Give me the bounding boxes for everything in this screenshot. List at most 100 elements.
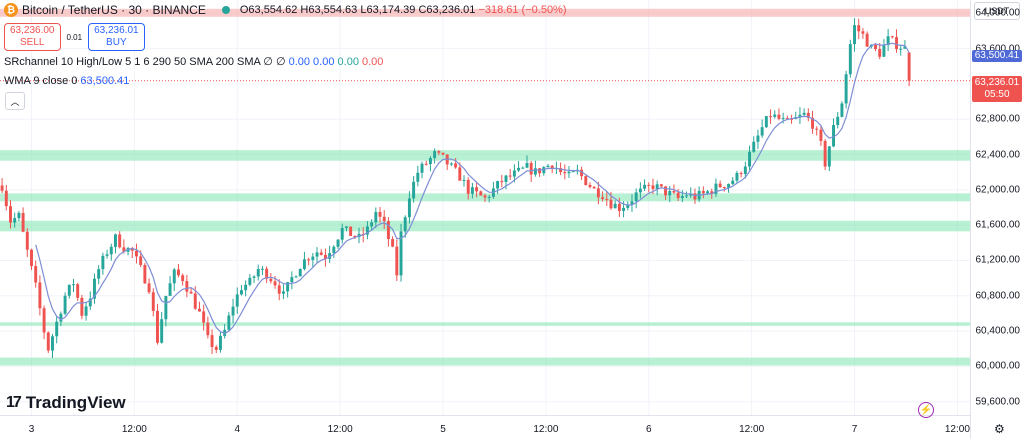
candle — [239, 285, 243, 296]
candle-body — [315, 252, 319, 257]
candle — [218, 331, 222, 353]
sr-channel-legend[interactable]: SRchannel 10 High/Low 5 1 6 290 50 SMA 2… — [4, 55, 383, 68]
candle-body — [475, 187, 479, 192]
price-axis[interactable]: 59,600.00 60,000.00 60,400.00 60,800.00 61,2… — [970, 0, 1024, 439]
candle — [290, 271, 294, 290]
candle-body — [785, 118, 789, 120]
candle — [714, 178, 718, 197]
candle — [399, 223, 403, 282]
candle — [30, 248, 33, 271]
candle — [462, 175, 466, 187]
candle-body — [235, 294, 239, 307]
candle — [748, 145, 752, 171]
candle — [470, 182, 474, 199]
candle-body — [231, 306, 235, 316]
candle-body — [21, 212, 25, 232]
candle-body — [353, 235, 357, 238]
chevron-up-icon: ︿ — [10, 96, 20, 107]
candle — [34, 260, 38, 288]
candle-body — [706, 191, 710, 194]
buy-button[interactable]: 63,236.01 BUY — [88, 23, 145, 51]
candle-body — [420, 163, 424, 173]
candle — [265, 266, 269, 284]
candle-body — [139, 256, 143, 265]
candle — [252, 275, 256, 284]
time-tick-label: 12:00 — [533, 424, 559, 435]
sr-channel-value: 0.00 — [334, 56, 359, 68]
time-axis[interactable]: 3 12:00 4 12:00 5 12:00 6 12:00 7 12:00 — [0, 415, 970, 439]
candle — [235, 287, 239, 314]
candle-body — [143, 264, 147, 284]
tradingview-logo[interactable]: 17 TradingView — [6, 393, 126, 413]
candle-body — [483, 195, 487, 198]
gear-icon[interactable]: ⚙ — [994, 422, 1005, 436]
collapse-legend-button[interactable]: ︿ — [5, 92, 25, 110]
bitcoin-icon: ₿ — [4, 3, 18, 17]
wma-price-label-text: 63,500.41 — [974, 50, 1020, 62]
time-tick-label: 12:00 — [739, 424, 765, 435]
sr-channel-value: ∅ — [272, 56, 286, 68]
candle — [596, 181, 600, 205]
candle-body — [63, 295, 67, 314]
candle — [21, 207, 25, 233]
candle-body — [328, 253, 332, 259]
ohlc-open: O63,554.62 — [239, 4, 298, 16]
candle — [806, 108, 810, 122]
candle-body — [626, 205, 630, 208]
currency-button[interactable]: USDT — [974, 2, 1020, 20]
candle — [605, 191, 609, 207]
time-tick-label: 7 — [851, 424, 858, 435]
candle-body — [172, 269, 176, 284]
candle — [630, 194, 634, 212]
wma-line — [35, 42, 910, 334]
candle — [391, 236, 395, 248]
candle — [118, 231, 122, 249]
candle — [643, 179, 647, 191]
candle-body — [466, 179, 470, 194]
candle-body — [239, 290, 243, 295]
candle-body — [151, 292, 155, 311]
lightning-icon[interactable]: ⚡ — [918, 402, 934, 418]
candle-body — [462, 179, 466, 181]
candle — [546, 163, 550, 168]
candle — [483, 193, 487, 203]
candle-body — [580, 169, 584, 177]
candle-body — [500, 181, 504, 183]
candle-body — [13, 218, 17, 223]
candle — [395, 239, 399, 282]
candle-body — [84, 306, 88, 316]
candle — [143, 263, 147, 284]
candle — [617, 197, 621, 217]
candle — [319, 249, 323, 256]
candle-body — [378, 211, 382, 217]
candle-body — [97, 269, 101, 279]
candle — [126, 246, 130, 256]
candle — [281, 284, 285, 300]
candle — [882, 39, 886, 57]
candle — [17, 211, 21, 222]
candle — [521, 166, 525, 169]
candle — [542, 166, 546, 176]
symbol-legend[interactable]: ₿ Bitcoin / TetherUS · 30 · BINANCE O63,… — [4, 3, 567, 17]
price-chart[interactable] — [0, 0, 970, 415]
candle-body — [638, 188, 642, 193]
candle-body — [832, 125, 835, 147]
candle-body — [135, 250, 138, 257]
market-status-dot — [221, 6, 230, 14]
sell-button[interactable]: 63,236.00 SELL — [4, 23, 61, 51]
candle-body — [815, 128, 819, 130]
candle — [874, 43, 877, 52]
candle-body — [281, 291, 285, 294]
candle-body — [298, 269, 302, 277]
time-tick-label: 12:00 — [944, 424, 970, 435]
candle-body — [197, 308, 201, 312]
wma-legend[interactable]: WMA 9 close 0 63,500.41 — [4, 75, 129, 87]
sr-channel-value: 0.00 — [285, 56, 310, 68]
candle — [176, 264, 180, 278]
candle-body — [76, 284, 80, 298]
price-tick-label: 60,000.00 — [975, 360, 1021, 372]
candle-body — [756, 135, 760, 142]
candle-body — [244, 284, 248, 291]
candle-body — [340, 228, 344, 240]
sr-channel-value: 0.00 — [310, 56, 335, 68]
